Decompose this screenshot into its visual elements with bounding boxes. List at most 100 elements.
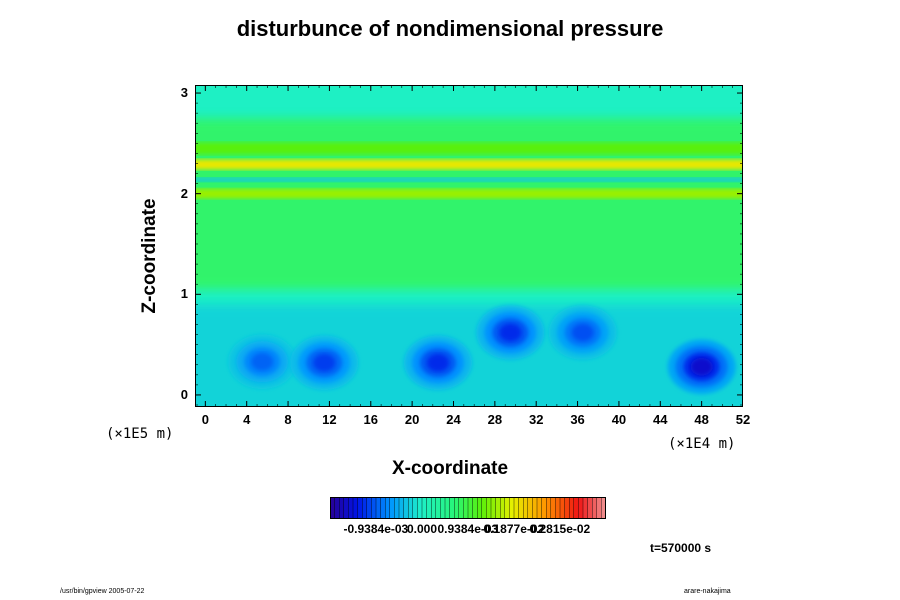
colorbar-segment (481, 497, 487, 519)
x-tick-label: 52 (735, 412, 751, 427)
x-tick-label: 20 (404, 412, 420, 427)
x-tick-label: 44 (653, 412, 668, 427)
low-pressure-cell (476, 305, 545, 360)
colorbar-segment (476, 497, 483, 519)
colorbar-segment (407, 497, 414, 519)
x-tick-label: 32 (528, 412, 544, 427)
colorbar-segment (568, 497, 575, 519)
pressure-band (195, 177, 743, 182)
colorbar-segment (403, 497, 409, 519)
y-tick-label: 1 (180, 286, 188, 302)
x-scale-label: (×1E4 m) (668, 436, 736, 452)
colorbar-segment (564, 497, 570, 519)
colorbar-segment (338, 497, 345, 519)
x-tick-label: 0 (201, 412, 209, 427)
colorbar-segment (380, 497, 386, 519)
colorbar-segment (362, 497, 368, 519)
colorbar-segment (371, 497, 377, 519)
colorbar-segment (343, 497, 349, 519)
colorbar-segment (527, 497, 533, 519)
colorbar-label: 0.2815e-02 (529, 522, 591, 536)
colorbar-segment (550, 497, 556, 519)
x-tick-label: 24 (446, 412, 461, 427)
colorbar (330, 497, 606, 519)
colorbar-segment (545, 497, 552, 519)
colorbar-segment (518, 497, 524, 519)
footer-author: arare-nakajima (684, 588, 731, 595)
colorbar-segment (421, 497, 428, 519)
colorbar-segment (509, 497, 515, 519)
colorbar-segment (582, 497, 589, 519)
colorbar-segment (499, 497, 506, 519)
time-label: t=570000 s (650, 541, 712, 555)
low-pressure-cell (228, 334, 297, 389)
colorbar-segment (486, 497, 492, 519)
colorbar-segment (334, 497, 340, 519)
y-axis-title: Z-coordinate (139, 198, 160, 314)
low-pressure-cell (403, 335, 472, 390)
x-tick-label: 28 (487, 412, 503, 427)
colorbar-segment (385, 497, 391, 519)
colorbar-segment (578, 497, 584, 519)
pressure-band (195, 159, 743, 170)
y-tick-label: 0 (180, 386, 188, 402)
colorbar-segment (522, 497, 529, 519)
colorbar-segment (495, 497, 501, 519)
colorbar-segment (398, 497, 405, 519)
colorbar-segment (453, 497, 460, 519)
x-tick-label: 4 (243, 412, 251, 427)
colorbar-segment (426, 497, 432, 519)
colorbar-label: 0.1877e-02 (483, 522, 545, 536)
colorbar-segment (430, 497, 437, 519)
colorbar-segment (348, 497, 354, 519)
colorbar-segment (587, 497, 593, 519)
colorbar-segment (394, 497, 400, 519)
colorbar-segment (389, 497, 395, 519)
colorbar-segment (375, 497, 382, 519)
colorbar-label: 0.9384e-03 (437, 522, 499, 536)
colorbar-segment (513, 497, 520, 519)
low-pressure-cell (290, 335, 359, 390)
colorbar-segment (490, 497, 497, 519)
low-pressure-cell (667, 339, 736, 394)
colorbar-segment (449, 497, 455, 519)
colorbar-segment (467, 497, 474, 519)
colorbar-segment (463, 497, 469, 519)
chart-title: disturbunce of nondimensional pressure (236, 16, 664, 41)
colorbar-segment (412, 497, 418, 519)
y-tick-label: 3 (180, 85, 188, 101)
colorbar-segment (532, 497, 538, 519)
x-tick-label: 48 (694, 412, 709, 427)
colorbar-segment (435, 497, 441, 519)
heatmap-plot (195, 85, 743, 407)
colorbar-segment (541, 497, 547, 519)
colorbar-segment (536, 497, 543, 519)
colorbar-segment (504, 497, 510, 519)
x-tick-label: 12 (322, 412, 337, 427)
colorbar-segment (472, 497, 478, 519)
y-tick-label: 2 (180, 185, 188, 201)
colorbar-segment (417, 497, 423, 519)
colorbar-segment (559, 497, 566, 519)
colorbar-segment (555, 497, 561, 519)
footer-command: /usr/bin/gpview 2005-07-22 (60, 588, 145, 595)
x-tick-label: 36 (570, 412, 585, 427)
colorbar-label: 0.000 (407, 522, 438, 536)
x-tick-label: 8 (284, 412, 292, 427)
colorbar-segment (352, 497, 359, 519)
colorbar-segment (596, 497, 602, 519)
colorbar-segment (573, 497, 579, 519)
colorbar-segment (592, 497, 598, 519)
y-scale-label: (×1E5 m) (106, 426, 174, 442)
colorbar-segment (444, 497, 451, 519)
colorbar-label: -0.9384e-03 (343, 522, 409, 536)
low-pressure-cell (548, 305, 617, 360)
x-tick-label: 16 (363, 412, 378, 427)
x-axis-title: X-coordinate (391, 458, 509, 479)
x-tick-label: 40 (611, 412, 627, 427)
pressure-band (195, 188, 743, 199)
colorbar-segment (601, 497, 606, 519)
colorbar-segment (440, 497, 446, 519)
colorbar-segment (366, 497, 372, 519)
pressure-band (195, 142, 743, 155)
